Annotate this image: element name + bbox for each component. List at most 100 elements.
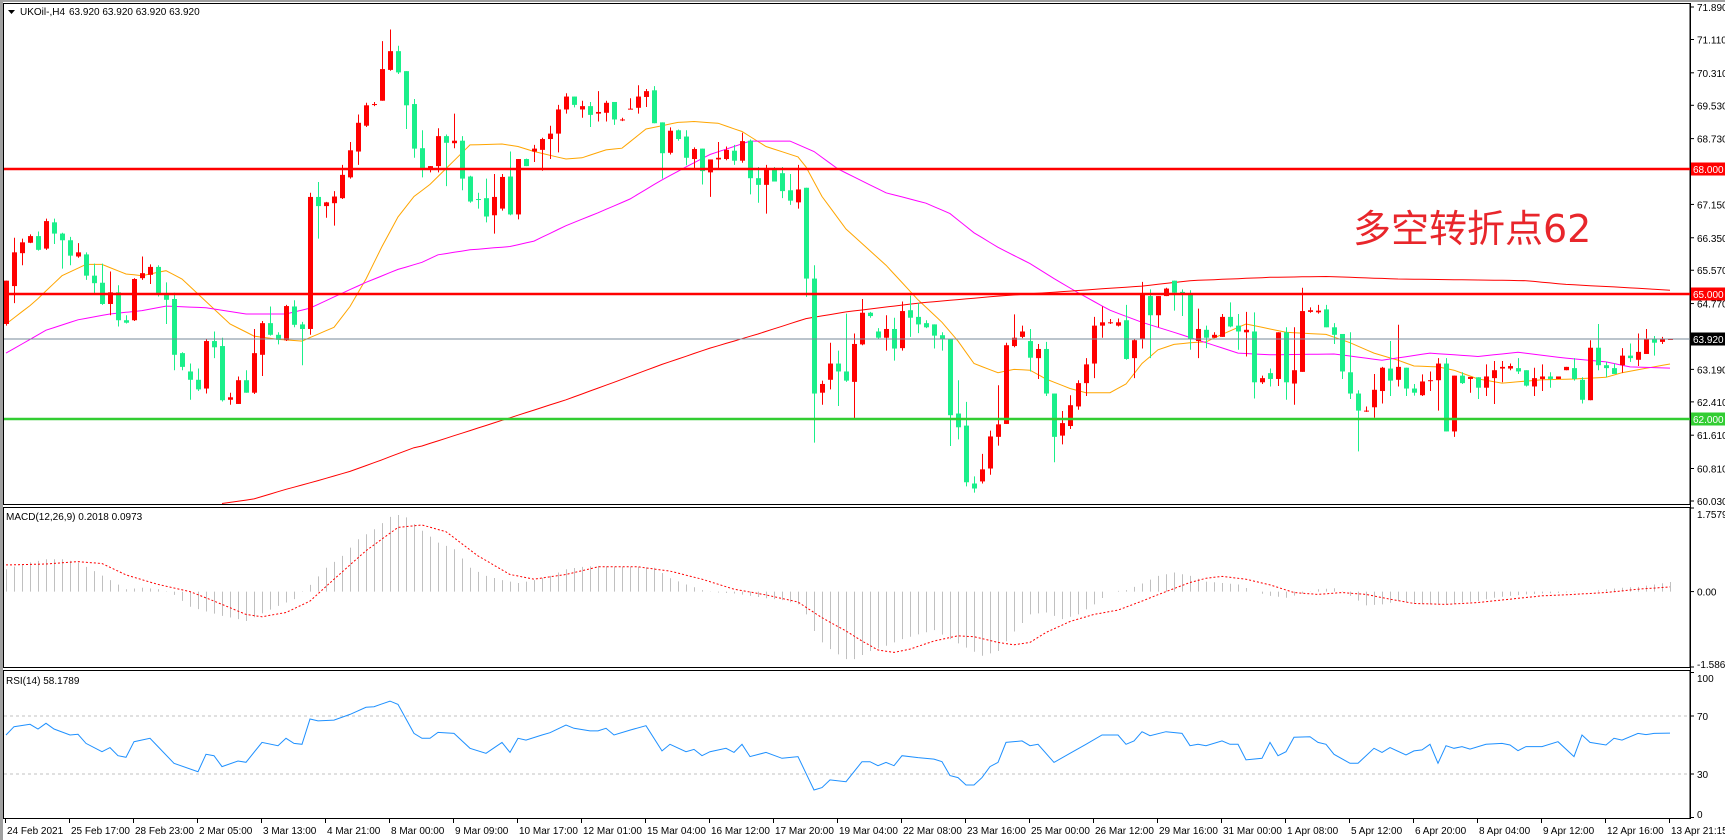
price-tick-label: 70.310 [1697,69,1725,80]
candle [972,476,977,493]
time-tick-label: 31 Mar 00:00 [1223,826,1282,837]
candle [860,298,865,346]
axes: 71.890 71.110 70.310 69.530 68.730 67.150 66.3… [5,3,1725,837]
candle-body [748,140,753,179]
candle-body [1364,410,1369,412]
candle-body [180,353,185,367]
candle-body [564,96,569,110]
candle [1252,312,1257,399]
candle-body [1044,348,1049,394]
candle [1564,366,1569,371]
candle [1228,302,1233,328]
candle [1044,341,1049,397]
candle [1148,289,1153,359]
candle [1268,368,1273,387]
candle-body [348,150,353,178]
time-tick-label: 10 Mar 17:00 [519,826,578,837]
candle-body [1028,341,1033,358]
candle [60,232,65,269]
candle [164,282,169,324]
candle-body [60,233,65,241]
candle [828,342,833,390]
candle-body [1052,393,1057,437]
candle [932,324,937,349]
dropdown-triangle-icon[interactable] [8,10,15,14]
candle-body [1476,377,1481,388]
candle-body [124,320,129,323]
candle [484,178,489,223]
candle [924,320,929,329]
candle-body [196,379,201,390]
candle-body [156,266,161,295]
candle-body [252,353,257,393]
candle-body [1604,365,1609,369]
chart-header: UKOil-,H4 63.920 63.920 63.920 63.920 [8,7,200,18]
candle [220,337,225,402]
candle-body [956,413,961,428]
candle-body [1004,345,1009,424]
candle-body [372,104,377,106]
candle [1308,307,1313,313]
candle [316,181,321,239]
candle [196,368,201,392]
candle [644,89,649,107]
candle [1388,341,1393,397]
candle [844,313,849,382]
candle-body [212,341,217,348]
candle-body [268,323,273,335]
candle [684,130,689,166]
candle-body [1660,339,1665,342]
candle-body [1532,378,1537,387]
candle-body [1316,310,1321,313]
candle-body [460,140,465,179]
candle [1236,313,1241,350]
candle [236,376,241,404]
candle [388,29,393,71]
price-level-tag [1691,162,1725,176]
candle [1212,332,1217,338]
time-tick-label: 3 Mar 13:00 [263,826,317,837]
candle-body [1268,373,1273,379]
candle-body [1588,347,1593,401]
candle-body [604,102,609,113]
candle [604,100,609,122]
candle [532,144,537,162]
candle [1660,336,1665,344]
candle-body [1580,379,1585,400]
candle-body [1180,291,1185,294]
candle [44,218,49,250]
candle [836,350,841,407]
candle-body [876,331,881,338]
candle [708,159,713,197]
candle [372,101,377,107]
candle-body [1340,333,1345,372]
candle-body [292,306,297,325]
candle [1340,333,1345,379]
candle [1084,358,1089,397]
candle [580,100,585,118]
candle-body [1540,376,1545,379]
candle-body [12,252,17,287]
price-tick-label: 71.110 [1697,35,1725,46]
candle [652,86,657,124]
candle-body [20,242,25,254]
candle-body [28,236,33,243]
candle [1196,308,1201,359]
candle [908,295,913,337]
candle-body [388,51,393,70]
candle-body [1220,316,1225,337]
rsi-tick-label: 100 [1697,674,1714,685]
rsi-tick-label: 70 [1697,712,1709,723]
candle-body [340,174,345,199]
candle [548,125,553,160]
candle [556,104,561,153]
candle-body [620,119,625,121]
candle [348,141,353,179]
annotation-text: 多空转折点62 [1353,207,1591,251]
price-tick-label: 66.350 [1697,234,1725,245]
price-level-tag-text: 68.000 [1693,165,1724,176]
candle-body [628,108,633,110]
candle [1324,304,1329,328]
candle-body [1388,368,1393,381]
